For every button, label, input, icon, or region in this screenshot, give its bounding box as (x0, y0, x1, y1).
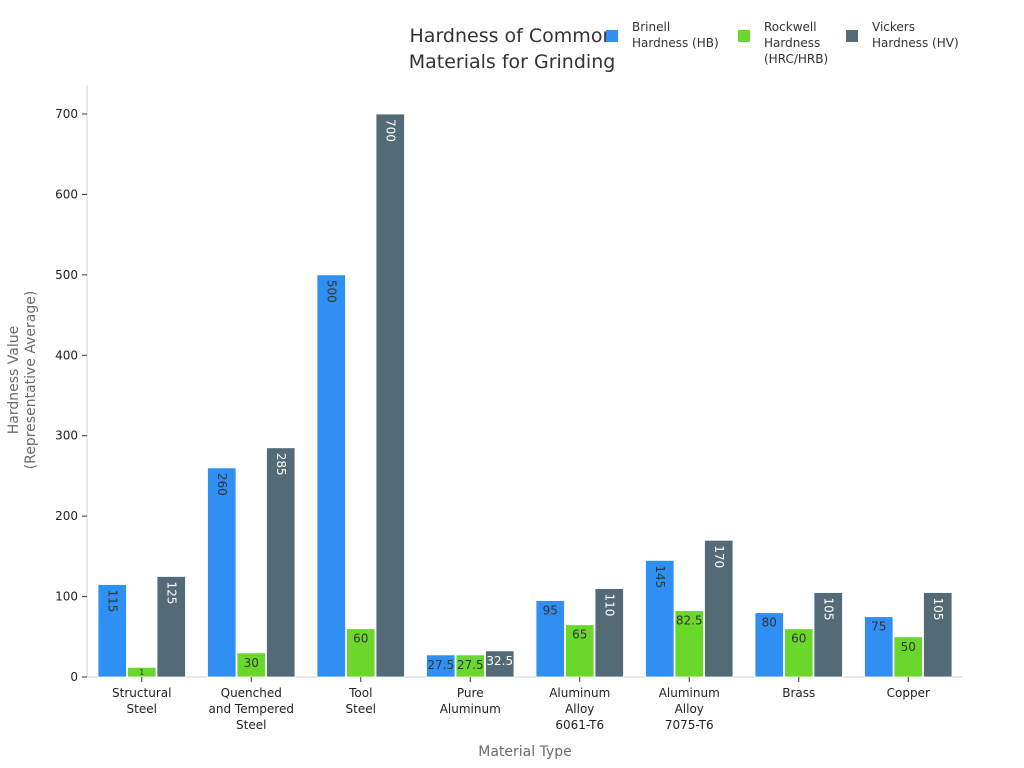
bar (923, 592, 953, 678)
x-tick-label: Tool (348, 686, 372, 700)
legend-label: Vickers (872, 20, 915, 34)
bar (813, 592, 843, 678)
legend-label: Rockwell (764, 20, 817, 34)
x-tick-label: Quenched (221, 686, 282, 700)
y-tick-label: 300 (55, 429, 78, 443)
x-tick-label: Aluminum (659, 686, 720, 700)
bar (266, 447, 296, 678)
data-label: 60 (791, 632, 806, 646)
data-label: 27.5 (427, 658, 454, 672)
data-label: 75 (871, 620, 886, 634)
bar (375, 113, 405, 678)
y-tick-label: 0 (70, 670, 78, 684)
y-axis-label-line: Hardness Value (6, 326, 22, 434)
y-tick-label: 700 (55, 107, 78, 121)
bar (754, 612, 784, 678)
bar (893, 636, 923, 678)
y-tick-label: 200 (55, 509, 78, 523)
data-label: 32.5 (486, 654, 513, 668)
bar (594, 588, 624, 678)
data-label: 115 (105, 590, 119, 613)
data-label: 95 (543, 604, 558, 618)
legend-item: Vickers Hardness (HV) (846, 20, 959, 50)
bar (316, 274, 346, 678)
x-axis-label: Material Type (478, 744, 571, 760)
y-tick-label: 400 (55, 348, 78, 362)
bar (645, 559, 675, 678)
data-label: 110 (602, 594, 616, 617)
legend-item: Rockwell Hardness (HRC/HRB) (738, 20, 828, 66)
x-tick-labels: Structural Steel Quenched and Tempered Steel… (112, 677, 930, 732)
legend-swatch (846, 30, 858, 42)
x-tick-label: Copper (887, 686, 930, 700)
data-label: 105 (821, 598, 835, 621)
bar (784, 628, 814, 678)
bar (485, 650, 515, 678)
data-label: 170 (712, 545, 726, 568)
legend-label: Hardness (764, 36, 820, 50)
data-label: 105 (931, 598, 945, 621)
bar (426, 654, 456, 678)
bar (156, 576, 186, 678)
x-tick-label: Steel (127, 702, 157, 716)
chart-title-line: Materials for Grinding (409, 51, 616, 73)
data-label: 500 (324, 280, 338, 303)
x-tick-label: Alloy (675, 702, 704, 716)
data-label: 285 (274, 453, 288, 476)
data-label: 700 (383, 119, 397, 142)
x-tick-label: 7075-T6 (665, 718, 714, 732)
data-label: 125 (164, 581, 178, 604)
y-tick-label: 500 (55, 268, 78, 282)
legend-label: Hardness (HV) (872, 36, 959, 50)
y-tick-label: 100 (55, 590, 78, 604)
bar (97, 584, 127, 678)
data-label: 50 (901, 640, 916, 654)
x-tick-label: Aluminum (440, 702, 501, 716)
y-axis-label: Hardness Value (Representative Average) (6, 291, 39, 470)
legend-item: Brinell Hardness (HB) (606, 20, 719, 50)
chart-title: Hardness of Common Materials for Grinding (409, 25, 616, 73)
data-label: 27.5 (457, 658, 484, 672)
y-tick-label: 600 (55, 187, 78, 201)
x-tick-label: Steel (346, 702, 376, 716)
x-tick-label: Alloy (565, 702, 594, 716)
bar (704, 539, 734, 678)
bar (864, 616, 894, 678)
x-tick-label: and Tempered (209, 702, 294, 716)
x-tick-label: Brass (782, 686, 815, 700)
bar (207, 467, 237, 678)
data-label: 65 (572, 628, 587, 642)
x-tick-label: 6061-T6 (555, 718, 604, 732)
data-label: 82.5 (676, 614, 703, 628)
x-tick-label: Aluminum (549, 686, 610, 700)
y-axis-label-line: (Representative Average) (23, 291, 39, 470)
legend-swatch (738, 30, 750, 42)
data-label: 260 (215, 473, 229, 496)
data-label: 30 (244, 656, 259, 670)
legend-label: Brinell (632, 20, 670, 34)
bar (674, 610, 704, 678)
x-tick-label: Structural (112, 686, 171, 700)
bar (535, 600, 565, 678)
x-tick-label: Steel (236, 718, 266, 732)
legend-swatch (606, 30, 618, 42)
legend: Brinell Hardness (HB) Rockwell Hardness (HRC… (606, 20, 959, 66)
data-label: 60 (353, 632, 368, 646)
chart-title-line: Hardness of Common (410, 25, 615, 47)
data-label: 145 (653, 565, 667, 588)
x-tick-label: Pure (457, 686, 484, 700)
data-label: 1 (139, 668, 144, 677)
legend-label: Hardness (HB) (632, 36, 719, 50)
data-label: 80 (762, 616, 777, 630)
legend-label: (HRC/HRB) (764, 52, 828, 66)
